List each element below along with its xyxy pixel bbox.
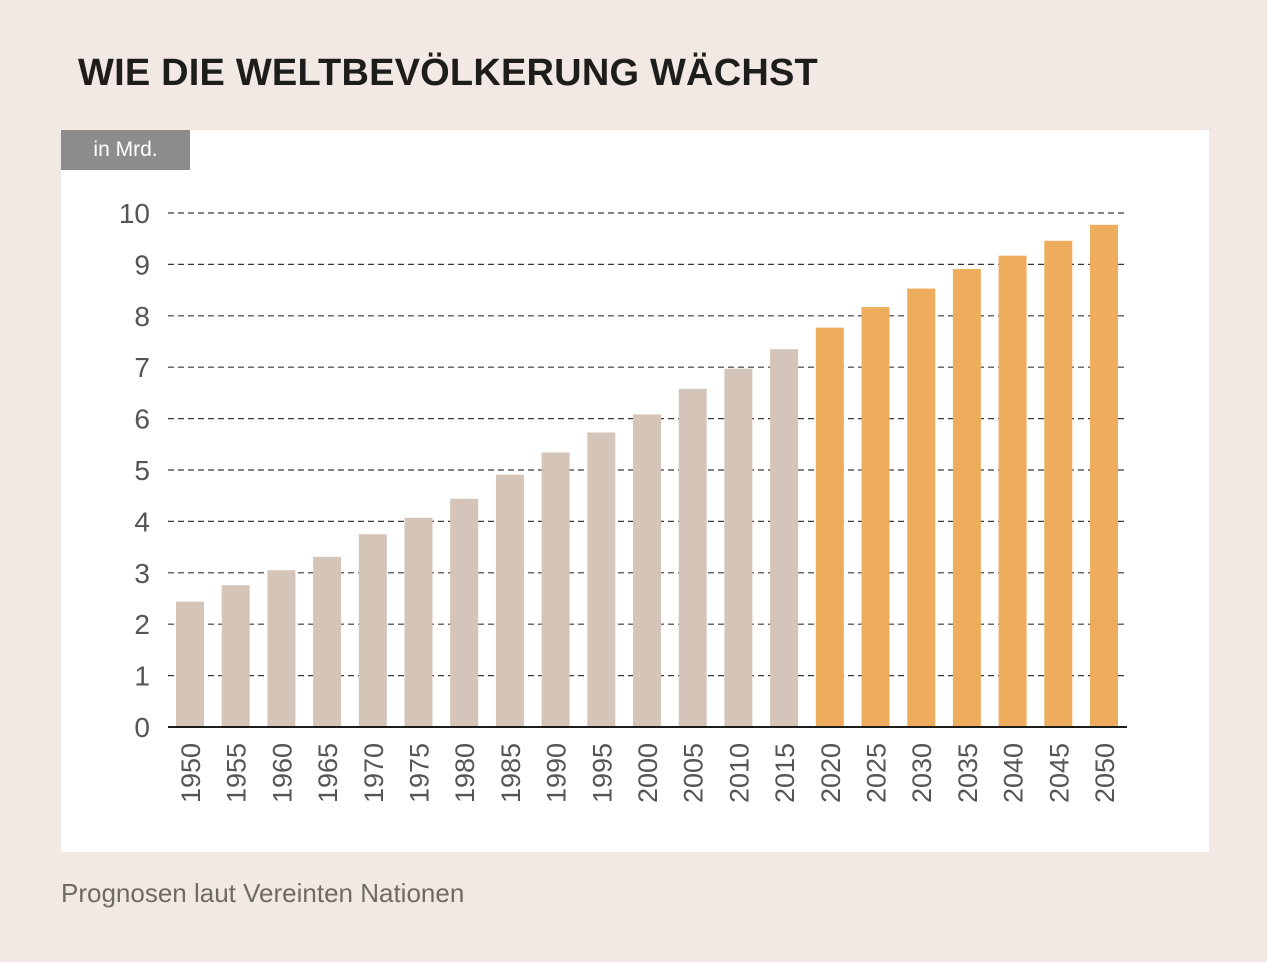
x-tick-label: 2000 xyxy=(633,743,663,803)
x-tick-label: 1955 xyxy=(222,743,252,803)
bar-2020 xyxy=(815,327,844,727)
chart-title: WIE DIE WELTBEVÖLKERUNG WÄCHST xyxy=(78,52,818,94)
bar-2040 xyxy=(998,255,1027,728)
bar-2030 xyxy=(907,288,936,727)
bar-1975 xyxy=(404,517,433,727)
bar-2015 xyxy=(770,349,799,727)
y-tick-label: 10 xyxy=(119,198,150,229)
x-tick-label: 1950 xyxy=(176,743,206,803)
bar-1955 xyxy=(221,585,250,727)
y-tick-label: 6 xyxy=(134,404,150,435)
bar-2045 xyxy=(1044,240,1073,728)
x-tick-label: 2050 xyxy=(1090,743,1120,803)
bar-1980 xyxy=(450,498,479,727)
y-tick-label: 9 xyxy=(134,249,150,280)
bar-2050 xyxy=(1090,224,1118,727)
x-tick-label: 2020 xyxy=(816,743,846,803)
bar-1960 xyxy=(267,570,296,727)
y-tick-label: 5 xyxy=(134,455,150,486)
x-tick-label: 2030 xyxy=(907,743,937,803)
x-tick-label: 2010 xyxy=(724,743,754,803)
bar-2000 xyxy=(633,414,661,727)
y-tick-label: 0 xyxy=(134,712,150,743)
bar-2010 xyxy=(724,368,753,727)
bar-1995 xyxy=(587,432,616,727)
y-tick-label: 2 xyxy=(134,609,150,640)
x-tick-label: 1985 xyxy=(496,743,526,803)
source-note: Prognosen laut Vereinten Nationen xyxy=(61,878,465,908)
bar-1950 xyxy=(176,601,204,727)
y-unit-label: in Mrd. xyxy=(61,130,190,170)
y-tick-label: 3 xyxy=(134,558,150,589)
bar-1985 xyxy=(495,474,524,727)
bar-1965 xyxy=(313,556,342,727)
y-tick-label: 7 xyxy=(134,352,150,383)
x-tick-label: 2045 xyxy=(1044,743,1074,803)
x-tick-label: 1965 xyxy=(313,743,343,803)
bar-2005 xyxy=(678,388,707,727)
x-tick-label: 2035 xyxy=(953,743,983,803)
x-tick-label: 2025 xyxy=(862,743,892,803)
x-tick-label: 2005 xyxy=(679,743,709,803)
bar-1970 xyxy=(358,534,387,727)
y-tick-label: 1 xyxy=(134,661,150,692)
x-tick-label: 1990 xyxy=(542,743,572,803)
bar-2025 xyxy=(861,307,890,727)
x-tick-label: 2015 xyxy=(770,743,800,803)
x-tick-label: 1980 xyxy=(450,743,480,803)
y-tick-label: 8 xyxy=(134,301,150,332)
x-tick-label: 1995 xyxy=(587,743,617,803)
y-tick-label: 4 xyxy=(134,506,150,537)
x-tick-label: 1975 xyxy=(405,743,435,803)
bar-1990 xyxy=(541,452,570,727)
x-tick-label: 2040 xyxy=(999,743,1029,803)
x-tick-label: 1960 xyxy=(267,743,297,803)
x-tick-label: 1970 xyxy=(359,743,389,803)
bar-2035 xyxy=(952,269,981,727)
